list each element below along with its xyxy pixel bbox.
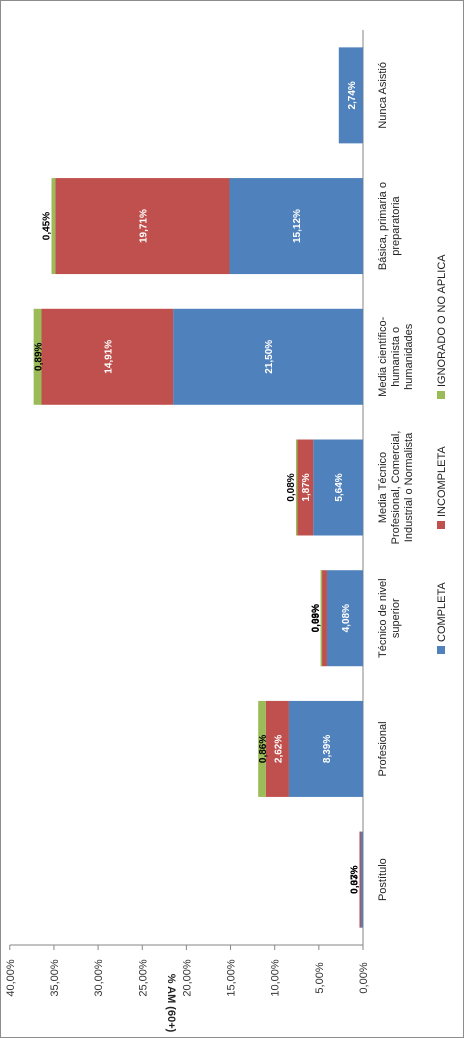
category-label: Postítulo xyxy=(377,858,389,901)
data-label: 2,62% xyxy=(273,735,284,763)
data-label: 0,37% xyxy=(350,865,361,893)
legend-label: COMPLETA xyxy=(436,582,448,642)
category-label-line: Nunca Asistió xyxy=(377,62,389,129)
category-label-line: Industrial o Normalista xyxy=(403,432,415,542)
bar-segment xyxy=(320,570,327,667)
category-label-line: Técnico de nivel xyxy=(377,578,389,658)
category-label-line: superior xyxy=(390,598,402,638)
data-label: 5,64% xyxy=(334,473,345,501)
category-label-line: Media científico- xyxy=(377,316,389,396)
data-label: 15,12% xyxy=(292,209,303,243)
data-label: 21,50% xyxy=(264,340,275,374)
data-label: 8,39% xyxy=(322,735,333,763)
legend-swatch xyxy=(437,521,445,529)
value-tick-label: 40,00% xyxy=(5,959,17,997)
bar-segment xyxy=(173,308,363,405)
category-label-line: preparatoria xyxy=(390,196,402,256)
category-label-line: Media Técnico xyxy=(377,452,389,523)
bar-segment xyxy=(320,570,323,667)
legend-swatch xyxy=(437,646,445,654)
value-tick-label: 30,00% xyxy=(93,959,105,997)
legend-label: INCOMPLETA xyxy=(436,446,448,517)
bar-segment xyxy=(326,570,363,667)
bar-segment xyxy=(265,700,289,797)
category-label: Profesional xyxy=(377,721,389,776)
bar-segment xyxy=(359,831,363,928)
category-label: Media TécnicoProfesional, Comercial,Indu… xyxy=(377,431,415,545)
value-tick-label: 20,00% xyxy=(181,959,193,997)
value-tick-label: 25,00% xyxy=(137,959,149,997)
data-label: 0,08% xyxy=(286,473,297,501)
bar-segment xyxy=(313,439,363,536)
bar-segment xyxy=(296,439,314,536)
category-label-line: Profesional, Comercial, xyxy=(390,431,402,545)
bar-segment xyxy=(51,178,56,275)
category-label: Media científico-humanista ohumanidades xyxy=(377,316,415,396)
category-label: Básica, primaria opreparatoria xyxy=(377,182,402,270)
category-label: Técnico de nivelsuperior xyxy=(377,578,402,658)
value-tick-label: 10,00% xyxy=(270,959,282,997)
data-label: 0,45% xyxy=(41,212,52,240)
category-label-line: Profesional xyxy=(377,721,389,776)
bar-segment xyxy=(55,178,230,275)
bar-segment xyxy=(288,700,363,797)
bar-segment xyxy=(338,47,363,144)
bar-segment xyxy=(33,308,42,405)
bar-segment xyxy=(295,439,298,536)
value-tick-label: 5,00% xyxy=(314,962,326,993)
data-label: 0,03% xyxy=(349,865,360,893)
value-axis-title: % AM (60+) xyxy=(165,974,177,1033)
bar-segment xyxy=(41,308,174,405)
data-label: 2,74% xyxy=(347,81,358,109)
data-label: 4,08% xyxy=(341,604,352,632)
category-label: Nunca Asistió xyxy=(377,62,389,129)
bar-segment xyxy=(258,700,266,797)
category-label-line: humanista o xyxy=(390,327,402,387)
legend-swatch xyxy=(437,391,445,399)
bar-segment xyxy=(359,831,361,928)
category-label-line: humanidades xyxy=(403,323,415,390)
data-label: 0,89% xyxy=(34,343,45,371)
value-tick-label: 0,00% xyxy=(358,962,370,993)
data-label: 0,69% xyxy=(311,604,322,632)
data-label: 1,87% xyxy=(301,473,312,501)
data-label: 0,86% xyxy=(258,735,269,763)
category-label-line: Básica, primaria o xyxy=(377,182,389,270)
value-tick-label: 35,00% xyxy=(49,959,61,997)
value-tick-label: 15,00% xyxy=(226,959,238,997)
legend-label: IGNORADO O NO APLICA xyxy=(436,254,448,387)
data-label: 19,71% xyxy=(138,209,149,243)
data-label: 14,91% xyxy=(103,340,114,374)
bar-segment xyxy=(229,178,363,275)
data-label: 0,03% xyxy=(311,604,322,632)
plot-area: 0,00% 5,00% 10,00% 15,00% 20,00% 25,00% 30,00%… xyxy=(5,30,448,1033)
category-label-line: Postítulo xyxy=(377,858,389,901)
